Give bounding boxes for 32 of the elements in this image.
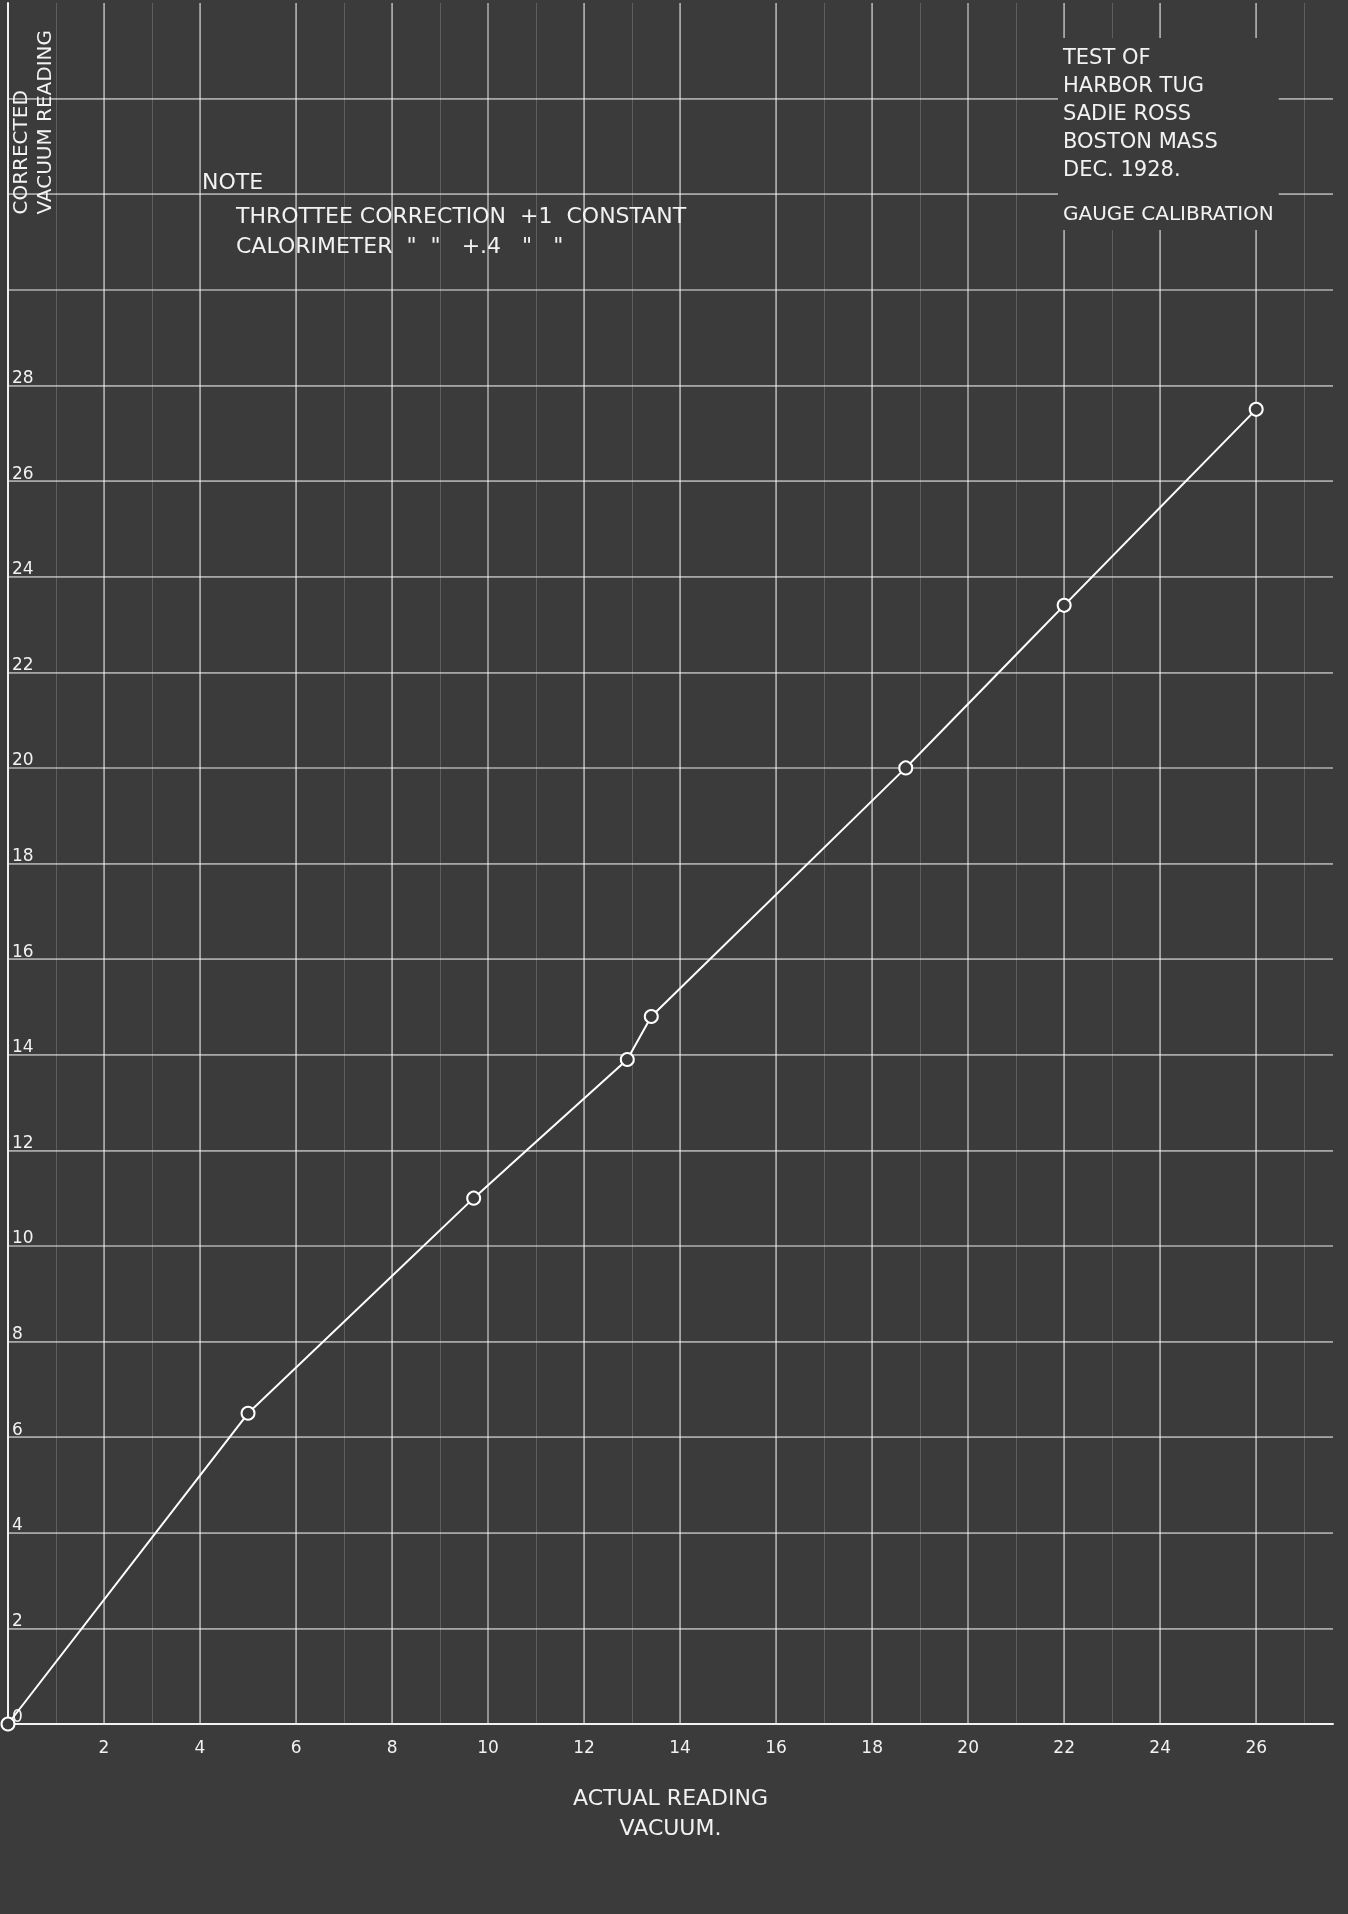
text: TEST OF HARBOR TUG SADIE ROSS BOSTON MASS DEC. 1928. [1062, 45, 1218, 181]
text: GAUGE CALIBRATION [1063, 201, 1274, 225]
x-tick-label: 6 [290, 1736, 302, 1757]
y-tick-label: 14 [12, 1036, 34, 1057]
y-tick-label: 10 [12, 1227, 34, 1248]
x-tick-label: 10 [477, 1736, 499, 1757]
x-tick-label: 26 [1245, 1736, 1268, 1757]
y-tick-label: 2 [12, 1609, 23, 1630]
x-tick-label: 12 [573, 1736, 595, 1757]
x-tick-label: 22 [1053, 1736, 1075, 1757]
x-tick-label: 8 [386, 1736, 398, 1757]
y-tick-label: 6 [12, 1418, 23, 1439]
y-tick-label: 24 [12, 558, 34, 579]
x-tick-label: 4 [194, 1736, 206, 1757]
x-tick-label: 18 [861, 1736, 883, 1757]
annotation: NOTE [202, 168, 264, 194]
y-tick-label: 28 [12, 366, 34, 387]
x-tick-label: 20 [957, 1736, 979, 1757]
x-tick-label: 16 [765, 1736, 787, 1757]
x-tick-label: 2 [98, 1736, 110, 1757]
y-tick-label: 18 [12, 845, 34, 865]
y-tick-label: 12 [12, 1131, 34, 1152]
y-tick-label: 4 [12, 1514, 23, 1535]
y-axis-title: CORRECTED VACUUM READING [8, 30, 56, 215]
x-tick-label: 14 [669, 1736, 691, 1757]
y-tick-label: 26 [12, 462, 34, 483]
y-tick-label: 20 [12, 749, 34, 770]
y-tick-label: 22 [12, 653, 34, 674]
y-tick-label: 16 [12, 940, 34, 961]
y-tick-label: 8 [12, 1323, 23, 1344]
x-tick-label: 24 [1149, 1736, 1171, 1757]
x-axis-title: ACTUAL READING VACUUM. [572, 1784, 769, 1840]
